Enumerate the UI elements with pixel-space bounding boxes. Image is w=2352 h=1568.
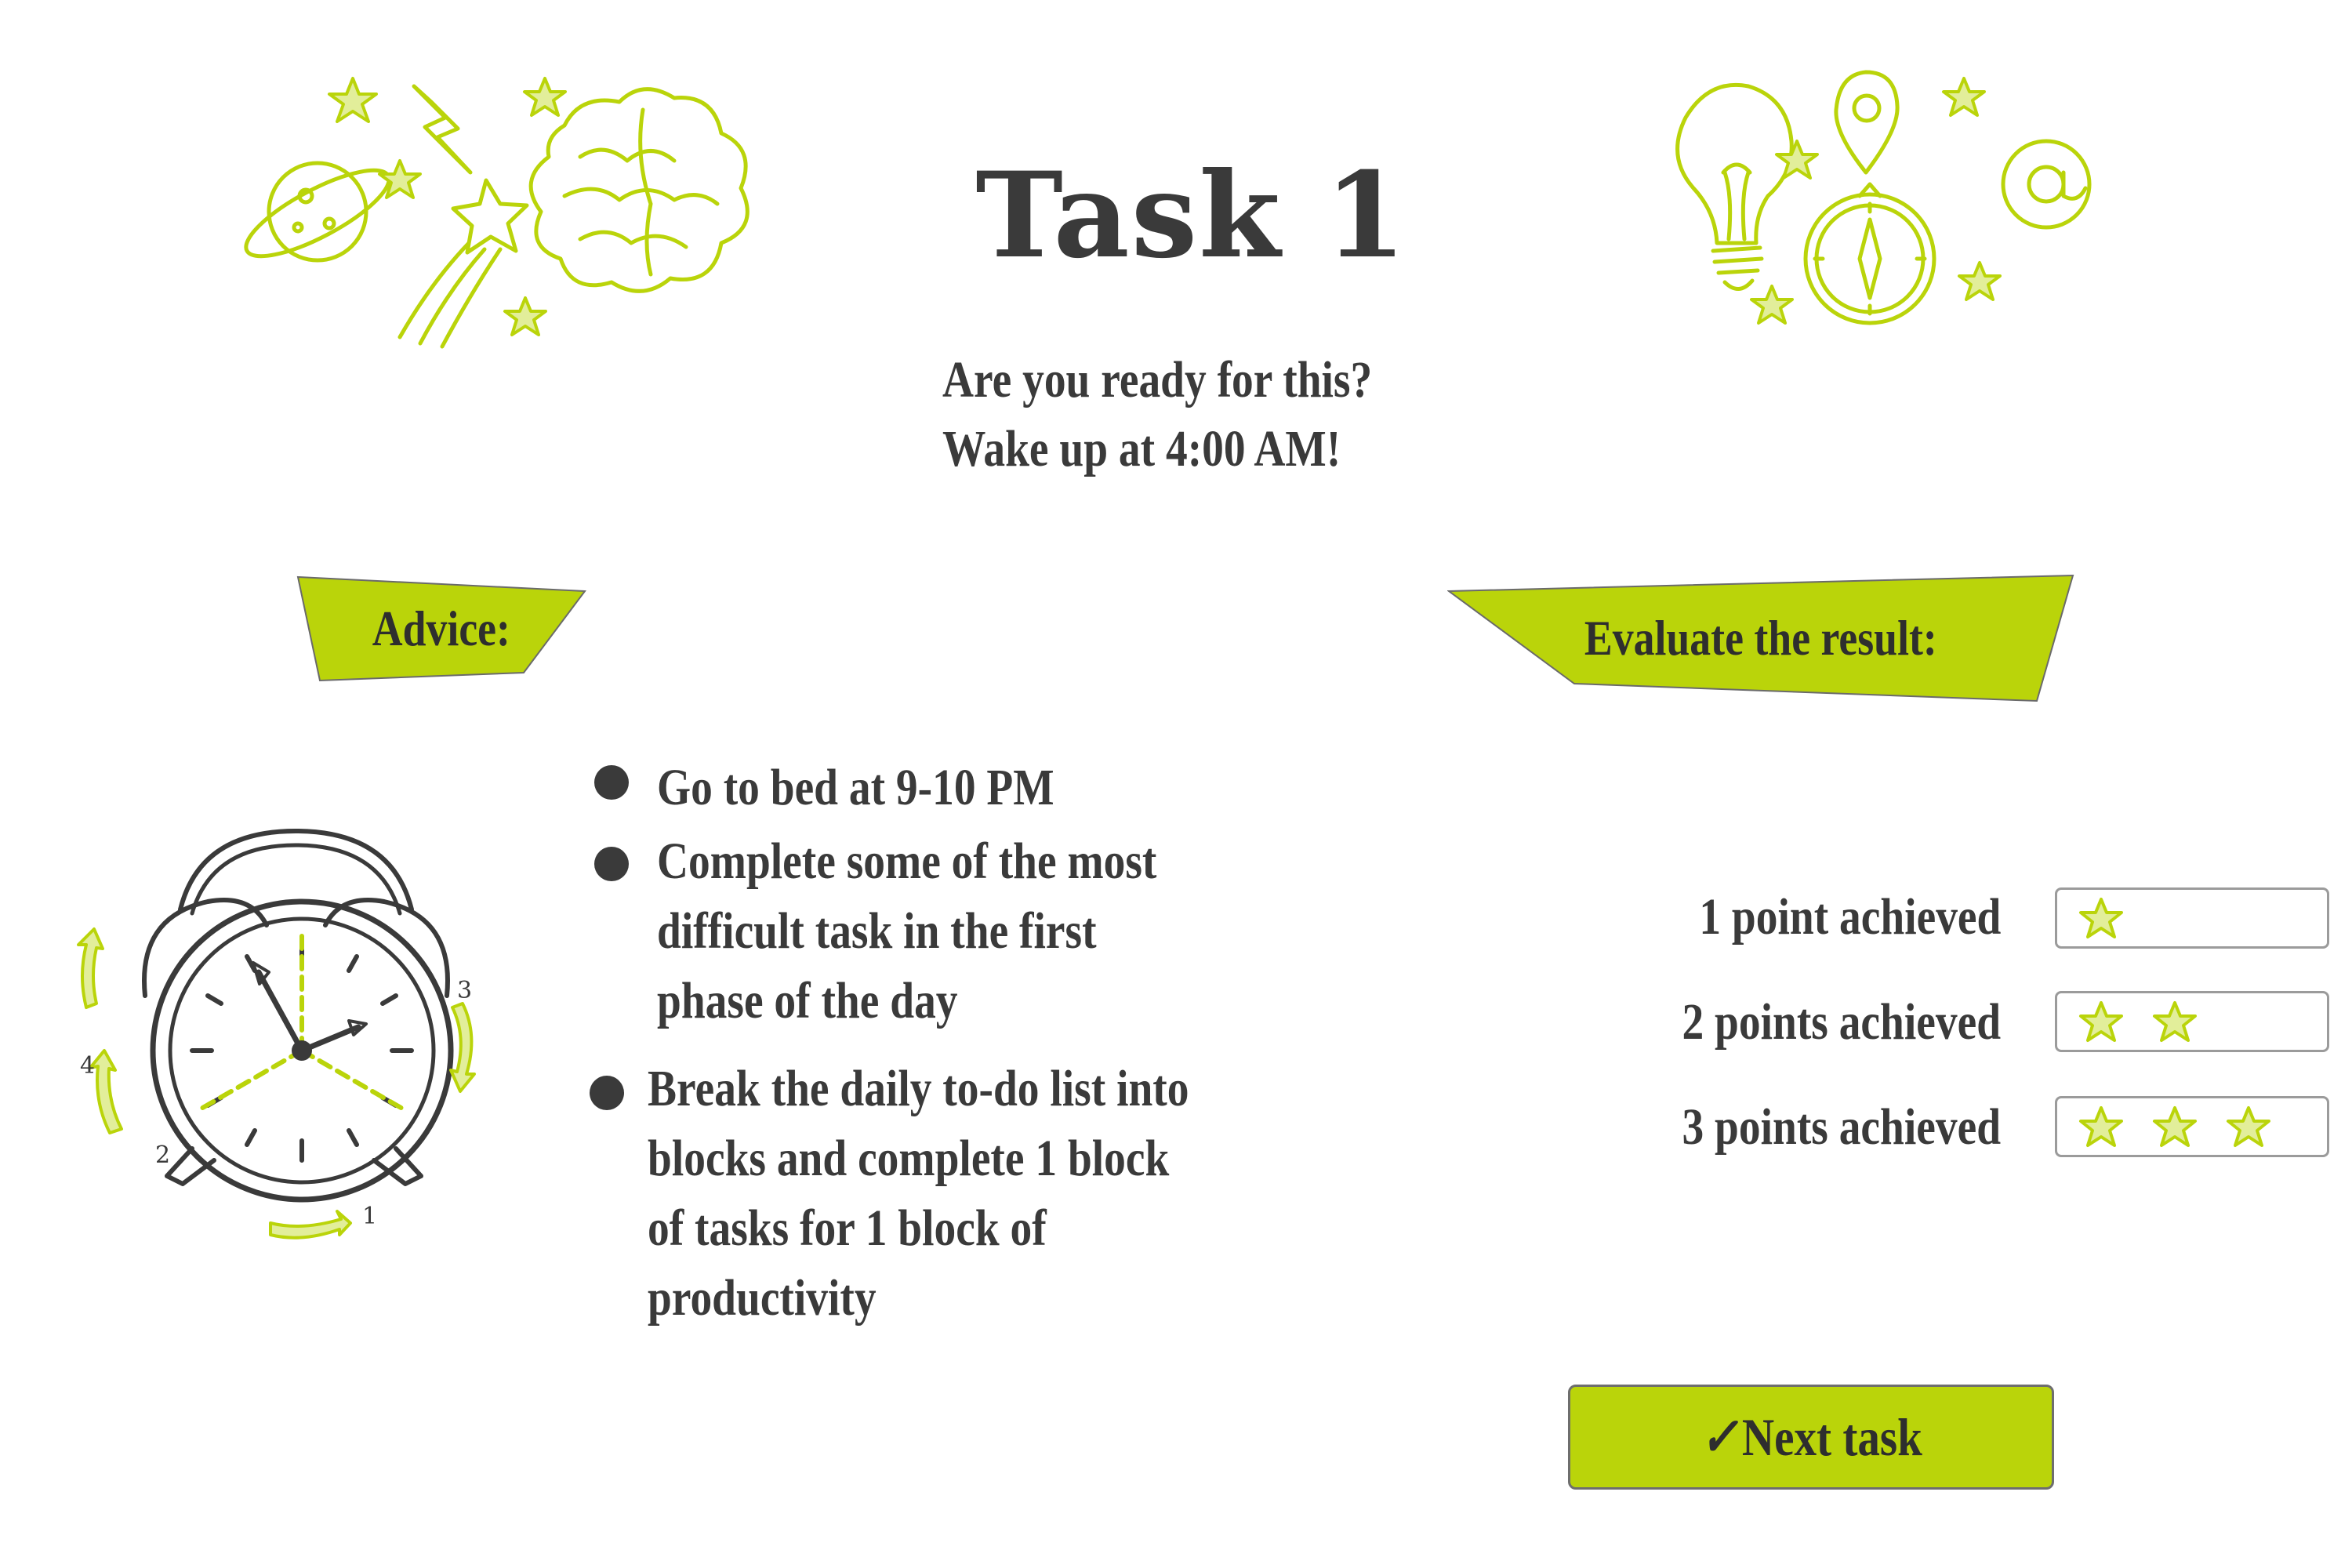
advice-label: Advice:: [372, 601, 511, 656]
advice-item-3-line-4: productivity: [648, 1269, 877, 1327]
alarm-clock-icon: [77, 829, 476, 1240]
lightbulb-icon: [1675, 82, 1794, 291]
evaluate-label: Evaluate the result:: [1584, 610, 1937, 666]
advice-item-1: Go to bed at 9-10 PM: [657, 753, 1054, 822]
star-icon: [378, 159, 422, 199]
check-icon: ✓: [1700, 1406, 1738, 1467]
rating-option-2[interactable]: [2055, 991, 2329, 1052]
star-icon: [2153, 1106, 2197, 1147]
advice-item-3-line-2: blocks and complete 1 block: [648, 1130, 1170, 1187]
star-icon: [1942, 77, 1986, 117]
star-icon: [328, 77, 378, 123]
bullet-1: [594, 765, 629, 800]
star-icon: [503, 296, 547, 336]
bullet-2: [594, 847, 629, 881]
rating-label-2: 2 points achieved: [1682, 993, 2001, 1051]
compass-icon: [1803, 182, 1936, 325]
advice-item-2-line-2: difficult task in the first: [657, 902, 1097, 960]
advice-item-3: Break the daily to-do list into blocks a…: [648, 1054, 1189, 1333]
star-icon: [2227, 1106, 2270, 1147]
advice-item-2: Complete some of the most difficult task…: [657, 826, 1156, 1036]
advice-banner-shape: [296, 575, 586, 682]
bullet-3: [590, 1076, 624, 1110]
star-icon: [2079, 1001, 2123, 1042]
star-icon: [523, 77, 567, 117]
next-task-button[interactable]: ✓Next task: [1568, 1385, 2054, 1490]
rating-option-3[interactable]: [2055, 1096, 2329, 1157]
star-icon: [1750, 285, 1794, 325]
clock-number-4: 4: [80, 1052, 96, 1080]
star-icon: [1958, 261, 2002, 301]
rating-label-3: 3 points achieved: [1682, 1098, 2001, 1156]
star-icon: [1775, 140, 1819, 180]
rating-label-1: 1 point achieved: [1698, 888, 2001, 946]
clock-number-3: 3: [457, 977, 473, 1004]
star-icon: [2153, 1001, 2197, 1042]
advice-item-1-line-1: Go to bed at 9-10 PM: [657, 759, 1054, 816]
brain-icon: [528, 87, 750, 293]
advice-item-3-line-3: of tasks for 1 block of: [648, 1200, 1047, 1257]
advice-item-3-line-1: Break the daily to-do list into: [648, 1060, 1189, 1117]
next-task-label: Next task: [1741, 1406, 1922, 1467]
clock-number-2: 2: [155, 1142, 171, 1169]
doodle-cluster-left: [244, 77, 750, 349]
star-icon: [2079, 898, 2123, 938]
next-task-button-content: ✓Next task: [1700, 1406, 1922, 1468]
rating-option-1[interactable]: [2055, 887, 2329, 949]
advice-item-2-line-1: Complete some of the most: [657, 833, 1157, 890]
lightning-icon: [412, 84, 473, 175]
location-pin-icon: [1834, 70, 1900, 175]
at-sign-icon: [2001, 139, 2092, 230]
star-icon: [2079, 1106, 2123, 1147]
evaluate-label-wrap: Evaluate the result:: [1447, 574, 2074, 702]
clock-number-1: 1: [362, 1203, 378, 1230]
advice-item-2-line-3: phase of the day: [657, 972, 958, 1029]
shooting-star-icon: [397, 178, 529, 349]
evaluate-banner-shape: [1447, 574, 2074, 702]
intro-line-1: Are you ready for this?: [942, 351, 1373, 408]
intro-line-2: Wake up at 4:00 AM!: [942, 420, 1341, 477]
page-title: Task 1: [975, 147, 1408, 285]
doodle-cluster-right: [1675, 70, 2092, 325]
advice-label-wrap: Advice:: [296, 574, 586, 684]
